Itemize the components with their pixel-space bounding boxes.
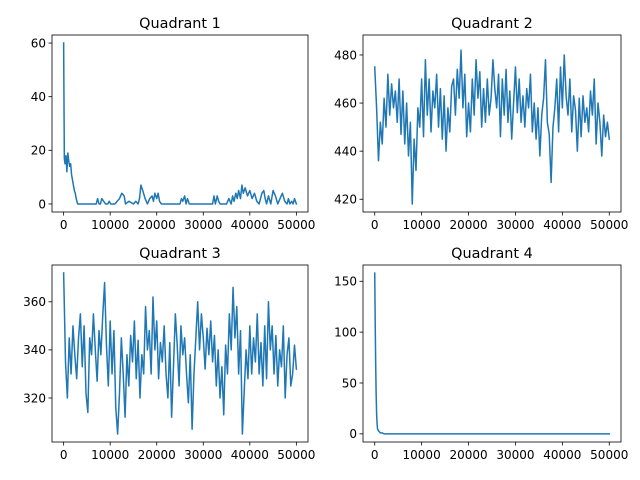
subplot-grid: 0 10000 20000 30000 40000 500000204060Quadran… [23, 16, 628, 462]
x-tick-label: 30000 [496, 218, 534, 232]
y-tick-label: 420 [334, 193, 357, 207]
y-tick-label: 440 [334, 144, 357, 158]
x-tick-label: 10000 [91, 448, 129, 462]
axes-frame [362, 264, 622, 443]
x-tick-label: 40000 [543, 218, 581, 232]
x-tick-label: 50000 [590, 448, 628, 462]
y-tick-label: 50 [342, 376, 357, 390]
panel-3: 0 10000 20000 30000 40000 50000 320 340 360 Quadr… [23, 246, 315, 462]
y-tick-label: 480 [334, 48, 357, 62]
series-line-1 [62, 272, 298, 435]
x-tick-label: 10000 [403, 448, 441, 462]
y-tick-label: 100 [334, 325, 357, 339]
x-tick-label: 40000 [231, 448, 269, 462]
series-line-1 [62, 42, 298, 205]
panel-2: 0 10000 20000 30000 40000 50000 420 440 460 480 Qu… [334, 16, 628, 232]
x-tick-label: 0 [371, 218, 379, 232]
x-tick-label: 0 [371, 448, 379, 462]
axes-frame [51, 34, 309, 213]
x-tick-label: 10000 [403, 218, 441, 232]
panel-1: 0 10000 20000 30000 40000 50000 0 20 40 60 Quadran… [31, 16, 316, 232]
panel-title: Quadrant 1 [139, 16, 221, 32]
panel-title: Quadrant 3 [139, 246, 221, 262]
x-tick-label: 0 [60, 448, 68, 462]
x-tick-label: 30000 [184, 448, 222, 462]
axes-frame [362, 34, 622, 213]
x-tick-label: 40000 [543, 448, 581, 462]
y-tick-label: 40 [31, 90, 46, 104]
x-tick-label: 20000 [138, 448, 176, 462]
y-tick-label: 360 [23, 295, 46, 309]
y-tick-label: 20 [31, 144, 46, 158]
x-tick-label: 30000 [184, 218, 222, 232]
panel-4: 0 10000 20000 30000 40000 50000 0 50 100 150 Quadr… [334, 246, 628, 462]
x-tick-label: 20000 [138, 218, 176, 232]
x-tick-label: 30000 [496, 448, 534, 462]
x-tick-label: 40000 [231, 218, 269, 232]
x-tick-label: 50000 [590, 218, 628, 232]
y-tick-label: 150 [334, 275, 357, 289]
x-tick-label: 50000 [277, 448, 315, 462]
x-tick-label: 50000 [277, 218, 315, 232]
y-tick-label: 320 [23, 391, 46, 405]
panel-title: Quadrant 4 [451, 246, 533, 262]
y-tick-label: 340 [23, 343, 46, 357]
x-tick-label: 20000 [449, 218, 487, 232]
y-tick-label: 60 [31, 36, 46, 50]
panel-title: Quadrant 2 [451, 16, 533, 32]
y-tick-label: 460 [334, 96, 357, 110]
x-tick-label: 10000 [91, 218, 129, 232]
axes-frame [51, 264, 309, 443]
y-tick-label: 0 [38, 197, 46, 211]
y-tick-label: 0 [349, 427, 357, 441]
x-tick-label: 0 [60, 218, 68, 232]
series-line-1 [373, 49, 611, 205]
series-line-1 [373, 272, 611, 435]
x-tick-label: 20000 [449, 448, 487, 462]
